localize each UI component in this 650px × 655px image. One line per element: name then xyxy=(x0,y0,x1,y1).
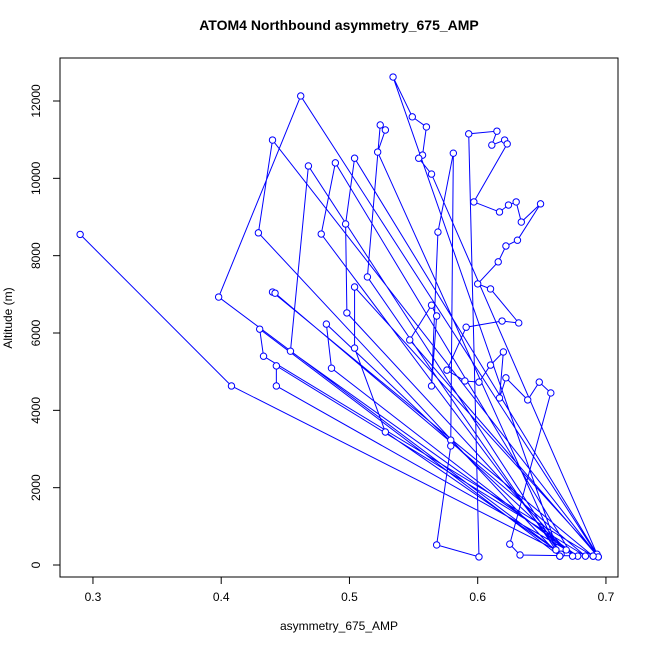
data-point xyxy=(449,149,458,157)
data-point xyxy=(504,201,513,209)
data-point xyxy=(494,258,502,266)
data-point xyxy=(254,229,263,237)
data-point xyxy=(475,553,483,561)
data-point xyxy=(408,113,416,121)
data-point xyxy=(381,428,390,436)
data-point xyxy=(350,283,359,291)
data-point xyxy=(465,130,473,138)
data-point xyxy=(524,396,532,404)
data-point xyxy=(568,552,577,560)
data-point xyxy=(389,73,397,81)
data-point xyxy=(297,92,305,100)
data-point xyxy=(327,364,336,372)
data-point xyxy=(343,309,351,317)
data-point xyxy=(76,230,84,239)
data-point xyxy=(513,236,522,244)
data-point xyxy=(535,378,543,386)
data-point xyxy=(536,200,545,208)
data-point xyxy=(272,362,281,370)
data-point xyxy=(462,323,470,331)
y-tick-label: 0 xyxy=(29,561,43,568)
data-point xyxy=(486,285,495,293)
data-point xyxy=(259,352,268,360)
data-point xyxy=(502,374,510,382)
data-point xyxy=(495,394,504,402)
data-point xyxy=(498,317,506,325)
data-point xyxy=(381,126,390,134)
data-point xyxy=(373,148,382,156)
x-axis-label: asymmetry_675_AMP xyxy=(280,619,398,633)
data-point xyxy=(415,154,423,162)
data-point xyxy=(475,378,483,386)
data-point xyxy=(515,319,523,327)
y-tick-label: 4000 xyxy=(29,397,43,424)
data-point xyxy=(589,552,597,560)
data-point xyxy=(461,377,469,385)
x-tick-label: 0.6 xyxy=(469,590,486,604)
data-point xyxy=(503,140,511,148)
data-line xyxy=(79,76,599,558)
data-point xyxy=(272,382,281,390)
data-point xyxy=(499,348,508,356)
y-tick-label: 12000 xyxy=(29,84,43,118)
data-point xyxy=(422,123,431,131)
data-point xyxy=(434,228,442,236)
y-tick-label: 2000 xyxy=(29,474,43,501)
data-point xyxy=(341,220,350,228)
data-point xyxy=(227,382,236,390)
data-point xyxy=(556,552,564,560)
data-point xyxy=(547,389,555,397)
data-point xyxy=(562,546,570,554)
data-point xyxy=(271,289,279,297)
data-point xyxy=(486,361,495,369)
data-point xyxy=(214,293,223,301)
data-point xyxy=(447,442,455,450)
data-point xyxy=(286,347,295,355)
y-tick-label: 6000 xyxy=(29,319,43,346)
data-point xyxy=(322,320,331,328)
x-tick-label: 0.5 xyxy=(341,590,358,604)
chart-title: ATOM4 Northbound asymmetry_675_AMP xyxy=(199,17,479,33)
data-point xyxy=(376,121,384,129)
data-point xyxy=(517,218,526,226)
data-point xyxy=(473,280,482,288)
data-point xyxy=(304,162,313,170)
data-point xyxy=(427,170,436,178)
data-point xyxy=(512,198,520,206)
data-point xyxy=(350,154,359,162)
data-point xyxy=(495,208,504,216)
data-point xyxy=(427,301,436,309)
data-point xyxy=(363,273,372,281)
data-point xyxy=(317,230,325,238)
data-point xyxy=(427,382,436,390)
y-tick-label: 10000 xyxy=(29,161,43,195)
data-point xyxy=(516,551,524,559)
data-point xyxy=(268,136,277,144)
data-point xyxy=(432,541,441,549)
data-point xyxy=(502,242,510,250)
data-point xyxy=(493,127,501,135)
data-point xyxy=(581,552,590,560)
x-tick-label: 0.3 xyxy=(85,590,102,604)
data-point xyxy=(470,198,478,206)
data-point xyxy=(506,540,514,548)
data-point xyxy=(255,325,264,333)
x-tick-label: 0.4 xyxy=(213,590,230,604)
y-tick-label: 8000 xyxy=(29,242,43,269)
data-point xyxy=(552,546,560,554)
y-axis-label: Altitude (m) xyxy=(1,287,15,348)
data-point xyxy=(443,366,451,374)
data-point xyxy=(432,312,441,320)
data-point xyxy=(488,141,496,149)
data-point xyxy=(350,344,359,352)
data-point xyxy=(406,336,414,344)
data-point xyxy=(331,159,340,167)
x-tick-label: 0.7 xyxy=(598,590,615,604)
